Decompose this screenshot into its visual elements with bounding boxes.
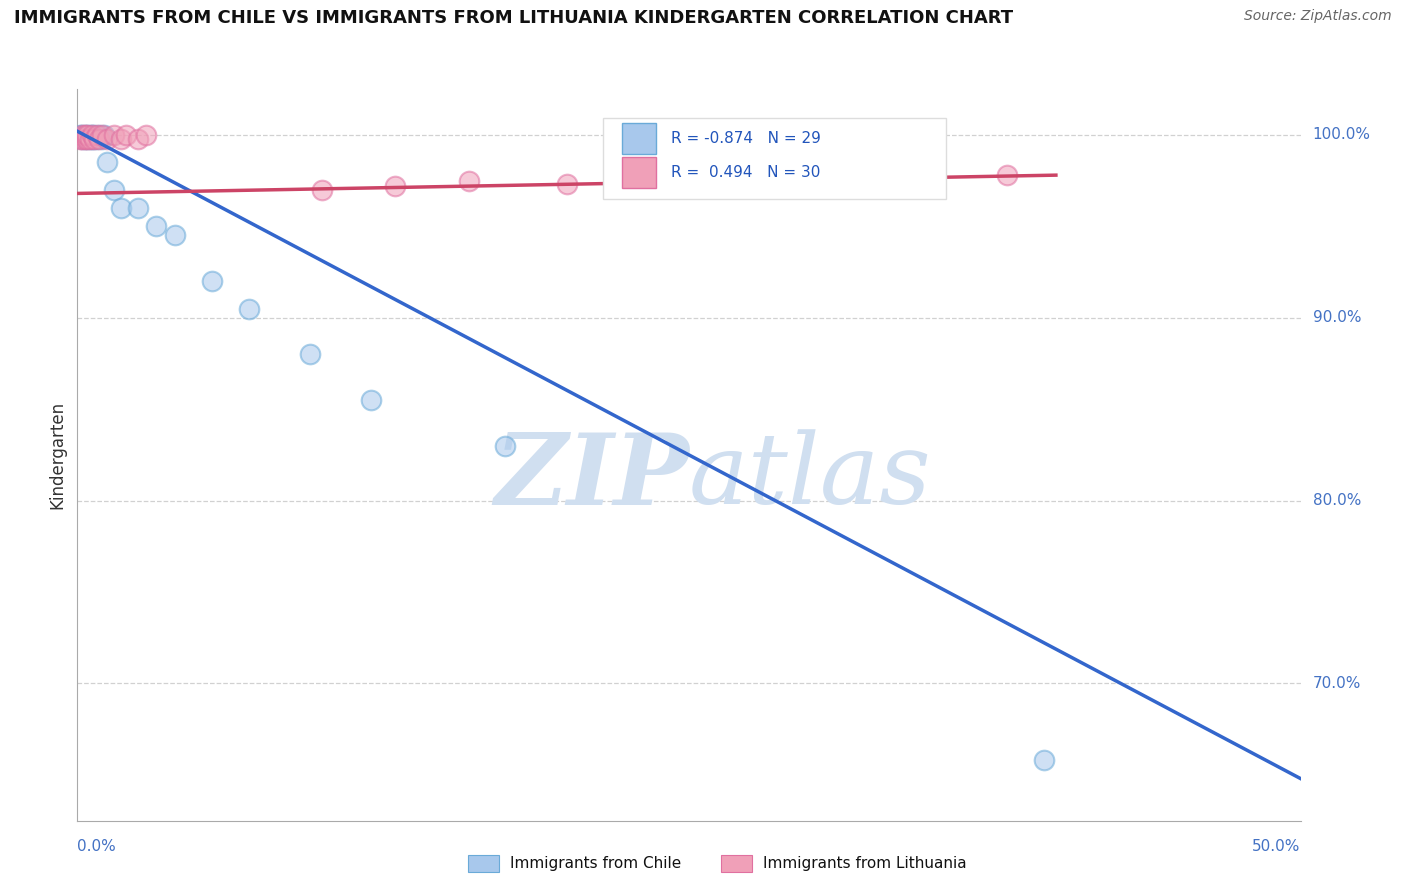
- Text: ZIP: ZIP: [494, 429, 689, 525]
- FancyBboxPatch shape: [621, 123, 657, 153]
- Point: [79, 131, 101, 145]
- Point: [90, 131, 112, 145]
- Text: Immigrants from Chile: Immigrants from Chile: [510, 856, 682, 871]
- Point: [384, 179, 406, 194]
- Point: [96, 155, 118, 169]
- Point: [1032, 753, 1054, 767]
- Point: [654, 174, 676, 188]
- Point: [873, 174, 896, 188]
- Point: [73, 128, 96, 142]
- Point: [76, 128, 98, 142]
- Point: [73, 131, 96, 145]
- Text: Immigrants from Lithuania: Immigrants from Lithuania: [763, 856, 967, 871]
- Point: [103, 183, 125, 197]
- Point: [90, 128, 112, 142]
- Point: [89, 128, 111, 142]
- Point: [995, 168, 1018, 182]
- Y-axis label: Kindergarten: Kindergarten: [48, 401, 66, 509]
- Text: 50.0%: 50.0%: [1253, 838, 1301, 854]
- Text: Source: ZipAtlas.com: Source: ZipAtlas.com: [1244, 9, 1392, 23]
- Point: [298, 347, 321, 361]
- Point: [165, 228, 187, 243]
- Point: [80, 128, 103, 142]
- Point: [83, 128, 105, 142]
- Point: [457, 174, 479, 188]
- Point: [127, 201, 149, 215]
- Point: [96, 131, 118, 145]
- Point: [80, 128, 103, 142]
- FancyBboxPatch shape: [603, 119, 946, 199]
- Text: 100.0%: 100.0%: [1313, 128, 1371, 143]
- Point: [89, 131, 111, 145]
- Point: [115, 128, 138, 142]
- Point: [201, 274, 224, 288]
- Point: [555, 178, 578, 192]
- Point: [76, 131, 98, 145]
- Point: [727, 174, 749, 188]
- Point: [79, 128, 101, 142]
- Point: [787, 168, 810, 182]
- Point: [73, 131, 96, 145]
- Point: [79, 131, 101, 145]
- Text: R = -0.874   N = 29: R = -0.874 N = 29: [671, 131, 821, 145]
- Text: 70.0%: 70.0%: [1313, 676, 1361, 691]
- Point: [238, 301, 260, 316]
- FancyBboxPatch shape: [621, 157, 657, 188]
- Text: atlas: atlas: [689, 429, 932, 524]
- Point: [70, 128, 93, 142]
- Point: [93, 128, 115, 142]
- Point: [86, 131, 108, 145]
- Point: [110, 201, 132, 215]
- Point: [110, 131, 132, 145]
- Point: [69, 128, 91, 142]
- Point: [135, 128, 157, 142]
- Point: [73, 128, 96, 142]
- Point: [145, 219, 167, 234]
- Text: 80.0%: 80.0%: [1313, 493, 1361, 508]
- Point: [776, 168, 799, 182]
- Point: [80, 131, 103, 145]
- Text: 90.0%: 90.0%: [1313, 310, 1361, 326]
- Point: [103, 128, 125, 142]
- Point: [76, 131, 98, 145]
- Point: [83, 131, 105, 145]
- Point: [76, 128, 98, 142]
- Point: [127, 131, 149, 145]
- Point: [69, 131, 91, 145]
- Point: [70, 131, 93, 145]
- Point: [800, 168, 823, 182]
- Point: [83, 131, 105, 145]
- Point: [86, 128, 108, 142]
- Text: 0.0%: 0.0%: [77, 838, 117, 854]
- Point: [70, 128, 93, 142]
- Point: [311, 183, 333, 197]
- Point: [70, 131, 93, 145]
- Text: IMMIGRANTS FROM CHILE VS IMMIGRANTS FROM LITHUANIA KINDERGARTEN CORRELATION CHAR: IMMIGRANTS FROM CHILE VS IMMIGRANTS FROM…: [14, 9, 1014, 27]
- Point: [360, 393, 382, 408]
- Text: R =  0.494   N = 30: R = 0.494 N = 30: [671, 165, 820, 180]
- Point: [495, 439, 517, 453]
